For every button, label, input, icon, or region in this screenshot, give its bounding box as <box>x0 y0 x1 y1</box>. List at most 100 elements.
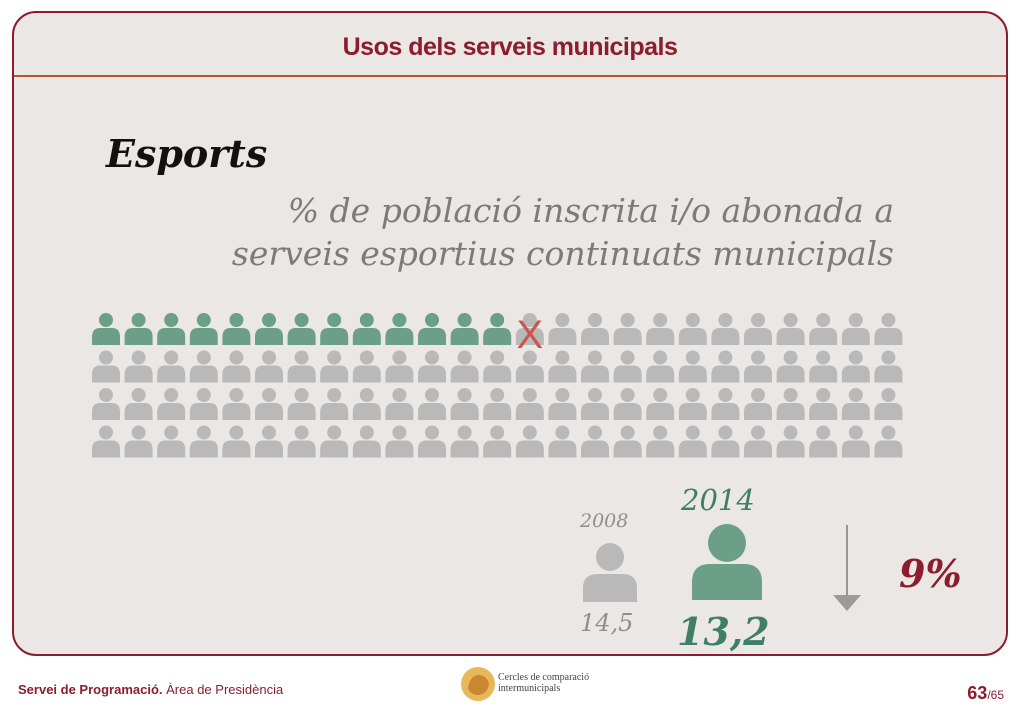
person-figure <box>809 425 838 458</box>
person-figure <box>483 388 512 420</box>
person-figure <box>744 313 772 345</box>
person-figure <box>515 388 544 420</box>
year-2008-label: 2008 <box>580 510 629 532</box>
value-2008: 14,5 <box>580 609 634 637</box>
person-figure <box>320 350 349 383</box>
person-figure <box>841 350 870 383</box>
person-figure <box>385 388 414 420</box>
person-figure <box>124 388 153 420</box>
x-marker: X <box>516 313 543 357</box>
slide-title: Usos dels serveis municipals <box>342 33 678 61</box>
person-figure <box>711 313 740 345</box>
person-figure <box>189 425 218 458</box>
person-figure <box>222 425 251 458</box>
person-figure <box>809 313 838 345</box>
person-figure-highlighted <box>483 313 512 345</box>
person-figure <box>548 350 577 383</box>
person-figure <box>646 425 675 458</box>
person-figure <box>809 388 838 420</box>
pictogram-grid: X <box>92 313 903 458</box>
person-figure <box>841 313 870 345</box>
person-figure <box>581 388 609 420</box>
person-figure <box>483 425 512 458</box>
person-figure <box>646 350 675 383</box>
person-figure <box>711 425 740 458</box>
section-subtitle: % de població inscrita i/o abonada a ser… <box>232 189 894 275</box>
section-title: Esports <box>106 131 268 176</box>
year-2014-label: 2014 <box>681 483 755 517</box>
logo-text-line-1: Cercles de comparació <box>498 672 590 683</box>
person-figure <box>124 425 153 458</box>
person-figure-highlighted <box>222 313 251 345</box>
person-figure <box>157 425 186 458</box>
person-figure <box>92 388 120 420</box>
person-icon-2008 <box>583 543 637 602</box>
person-figure-highlighted <box>255 313 283 345</box>
person-figure <box>287 388 316 420</box>
person-figure-highlighted <box>385 313 414 345</box>
person-figure <box>678 388 707 420</box>
person-figure <box>613 350 642 383</box>
person-figure <box>320 425 349 458</box>
person-figure <box>450 425 479 458</box>
person-figure <box>189 350 218 383</box>
person-figure <box>613 425 642 458</box>
page-total: /65 <box>987 688 1004 702</box>
person-figure <box>255 425 283 458</box>
person-figure <box>255 388 283 420</box>
slide-header: Usos dels serveis municipals <box>14 13 1006 77</box>
person-figure <box>613 388 642 420</box>
person-figure <box>841 388 870 420</box>
person-figure <box>646 313 675 345</box>
value-2014: 13,2 <box>677 609 770 654</box>
person-figure <box>646 388 675 420</box>
person-figure <box>678 425 707 458</box>
person-figure <box>874 388 903 420</box>
person-figure-highlighted <box>352 313 381 345</box>
person-figure <box>776 425 805 458</box>
person-figure-highlighted <box>320 313 349 345</box>
person-figure <box>744 350 772 383</box>
person-figure <box>124 350 153 383</box>
page-number: 63/65 <box>967 683 1004 704</box>
person-figure <box>157 350 186 383</box>
person-figure <box>776 388 805 420</box>
person-figure <box>874 350 903 383</box>
person-figure <box>418 388 446 420</box>
person-figure <box>483 350 512 383</box>
person-figure <box>744 425 772 458</box>
person-figure <box>515 313 544 345</box>
footer-organization: Servei de Programació. Àrea de Presidènc… <box>18 682 283 697</box>
person-figure <box>548 425 577 458</box>
person-figure <box>418 350 446 383</box>
person-figure <box>874 313 903 345</box>
person-figure <box>581 350 609 383</box>
logo-text: Cercles de comparació intermunicipals <box>498 672 589 694</box>
person-figure-highlighted <box>450 313 479 345</box>
person-figure <box>287 425 316 458</box>
person-figure-highlighted <box>124 313 153 345</box>
logo-text-line-2: intermunicipals <box>498 683 561 694</box>
change-percentage: 9% <box>899 551 962 596</box>
person-figure <box>841 425 870 458</box>
person-figure <box>418 425 446 458</box>
person-figure <box>581 425 609 458</box>
person-figure <box>515 350 544 383</box>
arrow-down-icon <box>833 525 861 611</box>
person-figure <box>678 350 707 383</box>
person-figure <box>222 350 251 383</box>
person-figure <box>92 350 120 383</box>
person-figure <box>287 350 316 383</box>
person-figure <box>776 350 805 383</box>
subtitle-line-2: serveis esportius continuats municipals <box>231 234 894 273</box>
cercles-logo-icon <box>461 667 495 701</box>
person-figure <box>385 425 414 458</box>
footer-area: Àrea de Presidència <box>162 682 284 697</box>
page-current: 63 <box>967 683 988 703</box>
person-figure-highlighted <box>418 313 446 345</box>
person-figure <box>189 388 218 420</box>
person-figure <box>711 350 740 383</box>
person-figure <box>581 313 609 345</box>
person-figure <box>548 388 577 420</box>
person-figure <box>809 350 838 383</box>
